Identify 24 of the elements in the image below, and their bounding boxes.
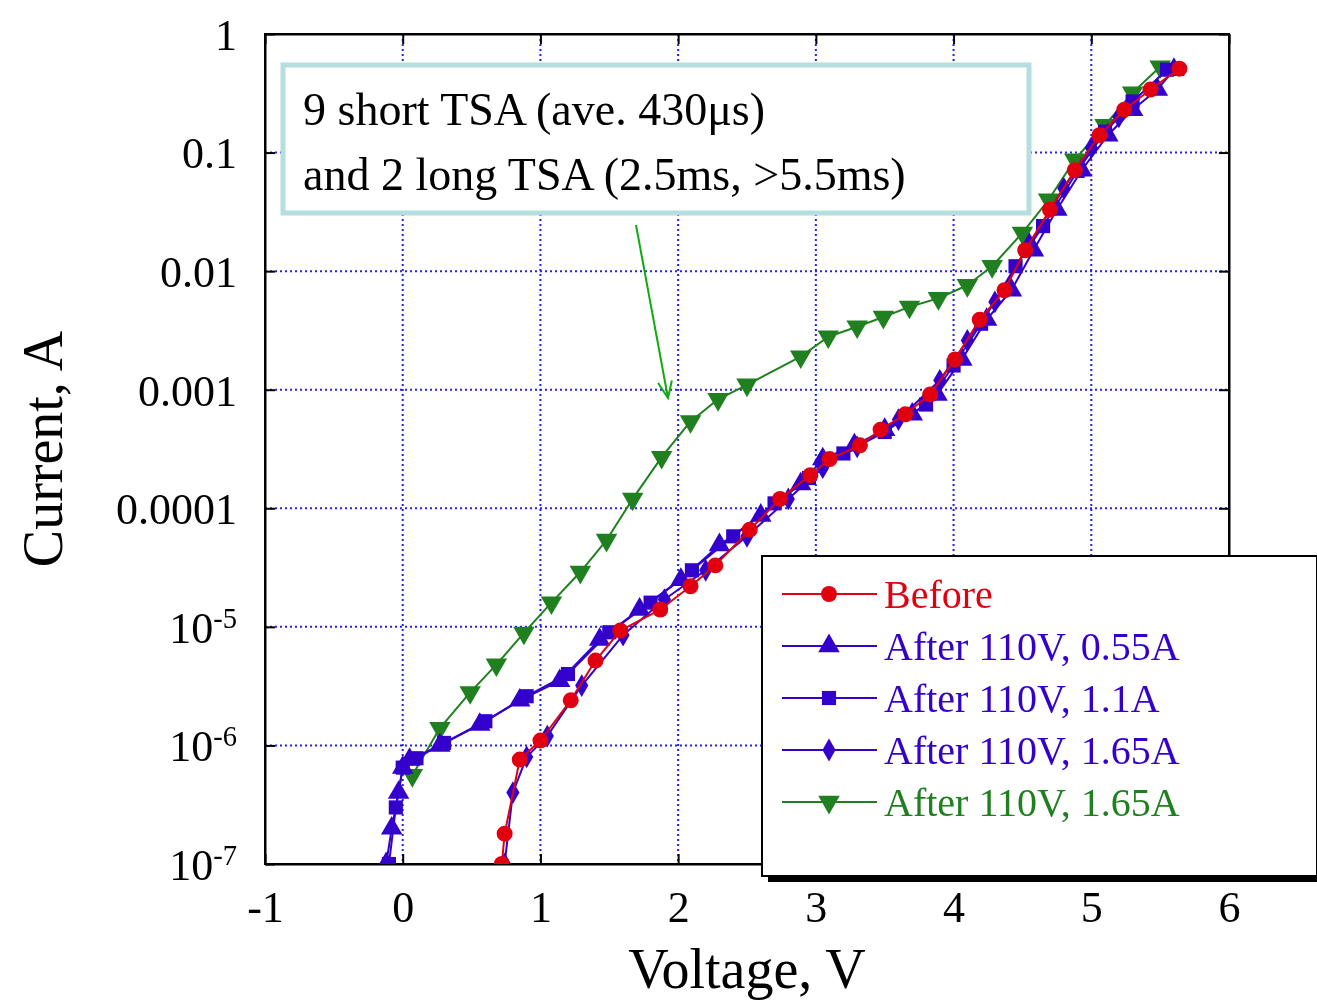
y-axis-title: Current, A xyxy=(12,330,74,568)
x-tick-label: 4 xyxy=(943,883,966,932)
legend-label: After 110V, 1.65A xyxy=(884,780,1180,825)
legend-label: Before xyxy=(884,572,993,617)
x-tick-label: 0 xyxy=(392,883,415,932)
y-tick-label: 10$^{-5}$ xyxy=(169,602,237,653)
x-tick-label: -1 xyxy=(247,883,284,932)
x-axis-title: Voltage, V xyxy=(628,938,866,1000)
legend-label: After 110V, 1.65A xyxy=(884,728,1180,773)
legend-label: After 110V, 1.1A xyxy=(884,676,1160,721)
x-tick-label: 2 xyxy=(667,883,690,932)
y-tick-label: 10$^{-7}$ xyxy=(169,839,237,890)
y-tick-label: 1 xyxy=(215,10,237,60)
y-tick-label: 10$^{-6}$ xyxy=(169,720,237,772)
x-tick-label: 6 xyxy=(1218,883,1241,932)
annotation: 9 short TSA (ave. 430μs) and 2 long TSA (2.5ms, >5.5ms) xyxy=(303,84,906,200)
y-tick-label: 0.001 xyxy=(138,366,237,416)
y-tick-label: 0.01 xyxy=(160,248,237,298)
y-tick-label: 0.0001 xyxy=(116,485,237,535)
y-tick-label: 0.1 xyxy=(182,129,237,179)
x-tick-label: 1 xyxy=(529,883,552,932)
x-tick-label: 5 xyxy=(1080,883,1103,932)
x-tick-label: 3 xyxy=(805,883,828,932)
legend-label: After 110V, 0.55A xyxy=(884,624,1180,669)
